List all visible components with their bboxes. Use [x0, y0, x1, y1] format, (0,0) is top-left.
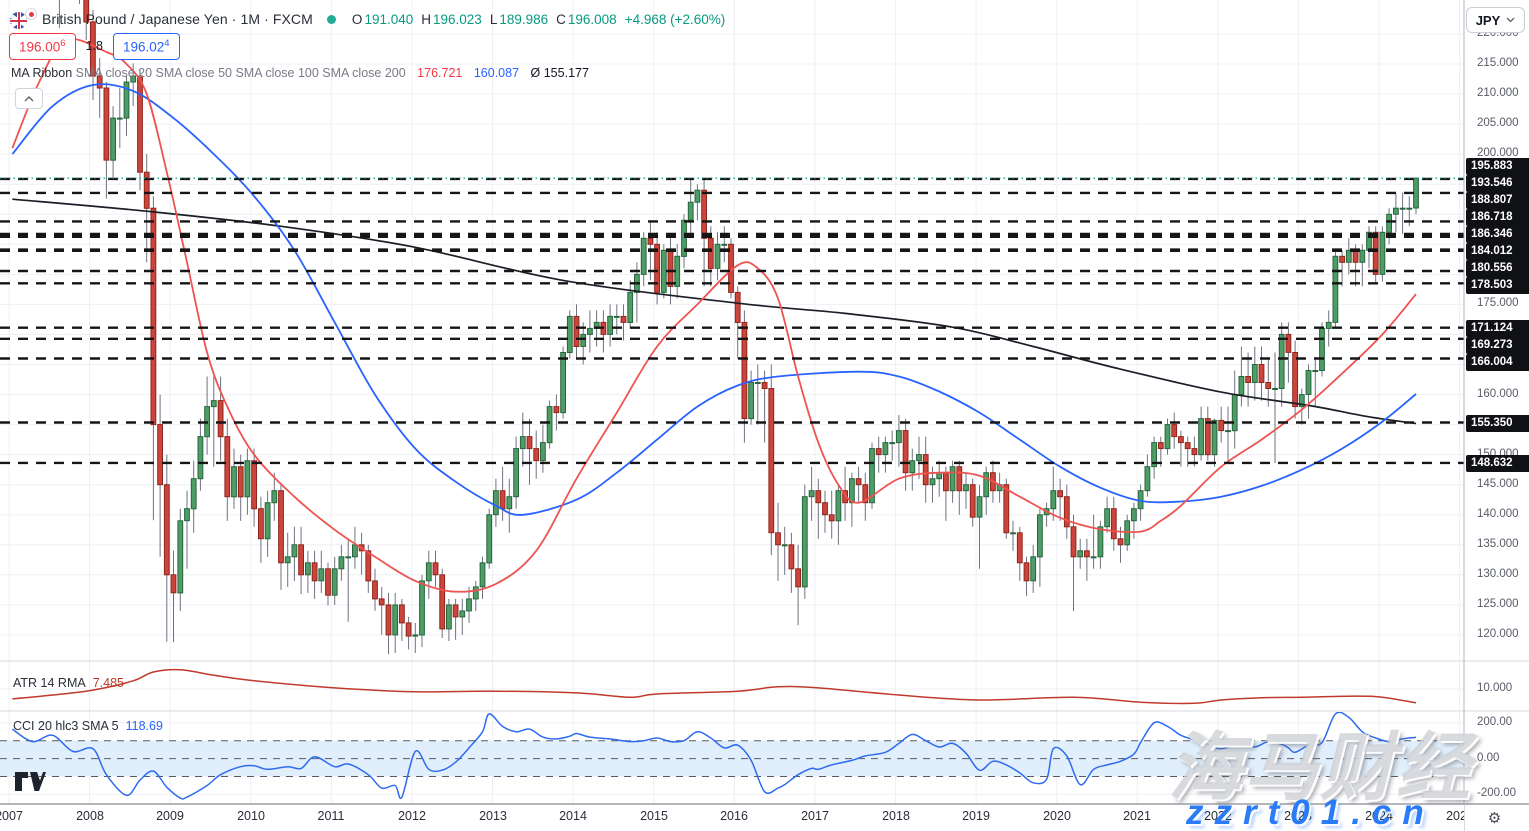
year-tick-label: 2014 [559, 809, 587, 823]
price-tick-label: 140.000 [1477, 508, 1519, 520]
market-status-icon[interactable] [326, 14, 336, 24]
level-price-label: 195.883 [1466, 158, 1529, 175]
level-price-label: 169.273 [1466, 337, 1529, 354]
symbol-flags [10, 8, 37, 30]
time-axis[interactable]: 2007 2008 2009 2010 2011 2012 2013 2014 2015 2016… [0, 805, 1464, 831]
average-value: Ø 155.177 [530, 66, 589, 80]
level-price-label: 178.503 [1466, 277, 1529, 294]
brand-watermark: 海马财经 [1168, 726, 1472, 809]
sma50-value: 160.087 [473, 66, 520, 80]
year-tick-label: 2019 [962, 809, 990, 823]
level-price-label: 193.546 [1466, 175, 1529, 192]
year-tick-label: 2023 [1284, 809, 1312, 823]
low-label: L [489, 11, 498, 27]
price-tick-label: 210.000 [1477, 87, 1519, 99]
sell-price-button[interactable]: 196.006 [9, 33, 76, 60]
high-value: 196.023 [433, 11, 482, 27]
year-tick-label: 2016 [720, 809, 748, 823]
price-tick-label: 160.000 [1477, 388, 1519, 400]
year-tick-label: 2010 [237, 809, 265, 823]
level-price-label: 166.004 [1466, 354, 1529, 371]
level-price-label: 180.556 [1466, 260, 1529, 277]
year-tick-label: 2015 [640, 809, 668, 823]
cci-tick-label: -200.00 [1477, 787, 1517, 799]
year-tick-label: 2020 [1043, 809, 1071, 823]
price-tick-label: 205.000 [1477, 117, 1519, 129]
year-tick-label: 2025 [1446, 809, 1464, 823]
change-value: +4.968 (+2.60%) [624, 11, 726, 27]
chevron-up-icon [24, 95, 34, 101]
price-tick-label: 175.000 [1477, 297, 1519, 309]
close-label: C [556, 11, 566, 27]
high-label: H [421, 11, 431, 27]
price-tick-label: 130.000 [1477, 568, 1519, 580]
open-value: 191.040 [364, 11, 414, 27]
price-tick-label: 215.000 [1477, 57, 1519, 69]
year-tick-label: 2017 [801, 809, 829, 823]
cci-value: 118.69 [125, 719, 163, 733]
buy-price-button[interactable]: 196.024 [112, 33, 180, 60]
symbol-title[interactable]: British Pound / Japanese Yen · 1M · FXCM [42, 11, 313, 27]
year-tick-label: 2018 [882, 809, 910, 823]
quote-row: 196.006 1.8 196.024 [9, 33, 180, 60]
level-price-label: 188.807 [1466, 192, 1529, 209]
year-tick-label: 2012 [398, 809, 426, 823]
level-price-label: 186.346 [1466, 226, 1529, 243]
year-tick-label: 2013 [479, 809, 507, 823]
close-value: 196.008 [567, 11, 617, 27]
tradingview-logo-icon[interactable] [14, 771, 46, 797]
level-price-label: 155.350 [1466, 415, 1529, 432]
level-price-label: 184.012 [1466, 243, 1529, 260]
open-label: O [351, 11, 363, 27]
year-tick-label: 2007 [0, 809, 23, 823]
indicator-params: SMA close 20 SMA close 50 SMA close 100 … [75, 66, 406, 80]
indicator-name: MA Ribbon [11, 66, 73, 80]
level-price-label: 186.718 [1466, 209, 1529, 226]
year-tick-label: 2021 [1123, 809, 1151, 823]
price-tick-label: 120.000 [1477, 628, 1519, 640]
ma-ribbon-legend[interactable]: MA Ribbon SMA close 20 SMA close 50 SMA … [11, 66, 589, 80]
atr-value: 7.485 [92, 676, 124, 690]
price-tick-label: 125.000 [1477, 598, 1519, 610]
price-axis[interactable]: 220.000 215.000 210.000 205.000 200.000 175.0… [1465, 0, 1529, 831]
level-price-label: 148.632 [1466, 455, 1529, 472]
collapse-legend-button[interactable] [15, 88, 43, 109]
level-price-label: 171.124 [1466, 320, 1529, 337]
price-tick-label: 145.000 [1477, 478, 1519, 490]
price-tick-label: 200.000 [1477, 147, 1519, 159]
ohlc-values: O 191.040 H 196.023 L 189.986 C 196.008 … [352, 12, 725, 27]
year-tick-label: 2011 [317, 809, 345, 823]
cci-tick-label: 200.00 [1477, 716, 1513, 728]
axis-settings-gear-icon[interactable]: ⚙ [1483, 808, 1506, 828]
cci-label: CCI 20 hlc3 SMA 5 [13, 719, 119, 733]
year-tick-label: 2022 [1204, 809, 1232, 823]
year-tick-label: 2024 [1365, 809, 1393, 823]
site-watermark: zzrt01.cn [1186, 793, 1435, 831]
symbol-legend: British Pound / Japanese Yen · 1M · FXCM… [10, 8, 725, 30]
year-tick-label: 2009 [156, 809, 184, 823]
sma20-value: 176.721 [417, 66, 463, 80]
atr-legend[interactable]: ATR 14 RMA 7.485 [13, 676, 124, 690]
cci-legend[interactable]: CCI 20 hlc3 SMA 5 118.69 [13, 719, 163, 733]
atr-label: ATR 14 RMA [13, 676, 86, 690]
chevron-down-icon [1506, 17, 1515, 23]
gbp-flag-icon [10, 12, 27, 29]
low-value: 189.986 [499, 11, 549, 27]
currency-unit-button[interactable]: JPY [1466, 7, 1525, 33]
price-tick-label: 135.000 [1477, 538, 1519, 550]
cci-tick-label: 0.00 [1477, 752, 1500, 764]
spread-value: 1.8 [85, 39, 103, 54]
year-tick-label: 2008 [76, 809, 104, 823]
atr-tick-label: 10.000 [1477, 682, 1513, 694]
